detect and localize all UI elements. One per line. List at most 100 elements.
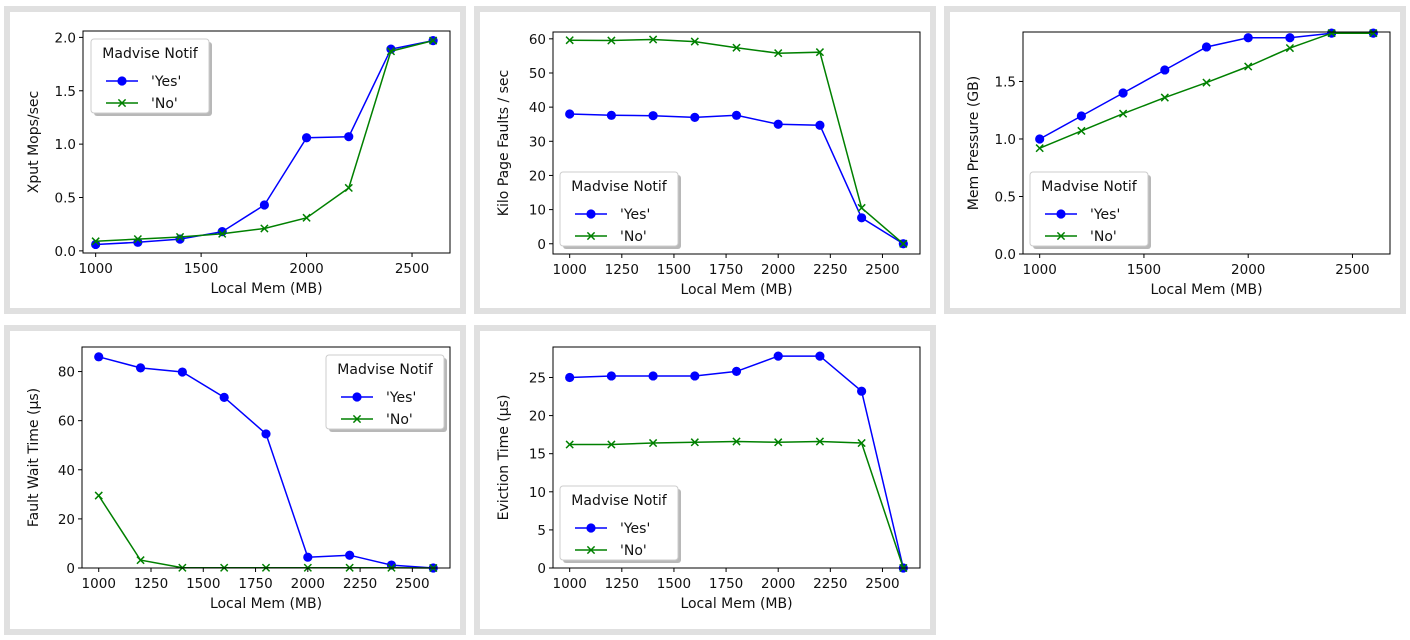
data-point-1-0 — [565, 440, 574, 449]
y-tick-label-2: 40 — [58, 463, 75, 479]
y-tick-label-4: 80 — [58, 365, 75, 381]
data-point-1-7 — [386, 47, 396, 56]
y-tick-label-4: 40 — [529, 100, 546, 116]
data-point-0-3 — [219, 392, 229, 402]
data-point-1-5 — [774, 438, 783, 447]
legend-marker-1 — [1056, 231, 1066, 241]
legend-marker-0 — [1056, 209, 1066, 219]
data-point-0-4 — [1201, 42, 1212, 52]
data-point-0-7 — [857, 386, 867, 396]
x-tick-label-4: 2000 — [761, 262, 795, 278]
y-tick-label-1: 20 — [58, 512, 75, 528]
data-point-1-4 — [732, 43, 741, 52]
legend: Madvise Notif 'Yes' 'No' — [559, 485, 681, 563]
y-tick-label-0: 0.0 — [55, 244, 76, 260]
data-point-0-1 — [1076, 111, 1086, 121]
data-point-0-3 — [690, 112, 700, 122]
y-axis-label: Mem Pressure (GB) — [966, 76, 982, 210]
x-tick-label-6: 2500 — [865, 576, 899, 592]
x-tick-label-5: 2250 — [343, 576, 377, 592]
data-point-0-1 — [135, 363, 146, 373]
y-tick-label-0: 0 — [537, 561, 546, 577]
axes-frame — [552, 31, 921, 255]
x-axis-label: Local Mem (MB) — [680, 596, 792, 612]
y-tick-label-3: 60 — [58, 414, 75, 430]
data-point-0-0 — [94, 352, 104, 362]
data-point-1-5 — [774, 49, 783, 58]
legend: Madvise Notif 'Yes' 'No' — [559, 171, 681, 249]
legend-title: Madvise Notif — [102, 46, 198, 62]
x-tick-label-2: 1500 — [186, 576, 220, 592]
y-tick-label-4: 20 — [529, 409, 546, 425]
chart-svg-throughput: 1000 1500 2000 2500 0.0 0.5 1.0 1.5 2.0 Local Mem… — [26, 30, 451, 297]
data-point-0-6 — [815, 351, 825, 361]
data-point-1-1 — [1077, 126, 1086, 136]
x-tick-label-4: 2000 — [761, 576, 795, 592]
legend: Madvise Notif 'Yes' 'No' — [325, 354, 447, 432]
data-point-0-0 — [1035, 134, 1045, 144]
x-tick-label-2: 2000 — [1231, 262, 1265, 278]
y-tick-label-1: 0.5 — [55, 191, 76, 207]
data-point-1-0 — [91, 237, 100, 246]
x-tick-label-0: 1000 — [553, 262, 587, 278]
data-point-0-1 — [606, 371, 616, 381]
y-tick-label-1: 5 — [537, 523, 546, 539]
data-point-0-6 — [815, 120, 825, 130]
data-point-1-1 — [607, 440, 616, 449]
data-point-1-5 — [302, 213, 311, 222]
data-point-1-6 — [815, 437, 825, 446]
data-point-1-4 — [1202, 78, 1211, 87]
data-point-1-3 — [218, 229, 227, 238]
data-point-0-3 — [1160, 65, 1170, 75]
data-point-0-4 — [731, 110, 742, 120]
y-tick-label-2: 10 — [529, 485, 546, 501]
x-tick-label-0: 1000 — [553, 576, 587, 592]
legend-title: Madvise Notif — [1041, 179, 1137, 195]
legend-marker-0 — [586, 209, 596, 219]
plot-series-group — [1035, 28, 1378, 153]
data-point-1-1 — [136, 556, 145, 565]
data-point-0-2 — [177, 367, 187, 377]
data-point-0-5 — [773, 351, 783, 361]
data-point-0-3 — [690, 371, 700, 381]
x-tick-label-5: 2250 — [813, 262, 847, 278]
data-point-0-5 — [1243, 33, 1253, 43]
plot-series-group — [565, 35, 908, 249]
y-axis-label: Kilo Page Faults / sec — [496, 70, 512, 216]
legend-label-1: 'No' — [151, 96, 178, 112]
y-tick-label-2: 20 — [529, 168, 546, 184]
legend-marker-1 — [586, 545, 596, 555]
legend-label-0: 'Yes' — [1090, 207, 1120, 223]
data-point-0-4 — [731, 366, 742, 376]
legend-box — [90, 38, 210, 114]
legend-marker-0 — [352, 392, 362, 402]
chart-svg-mem-pressure: 1000 1500 2000 2500 0.0 0.5 1.0 1.5 Local Mem (M… — [966, 28, 1391, 298]
x-tick-label-0: 1000 — [1023, 262, 1057, 278]
x-tick-label-1: 1250 — [134, 576, 168, 592]
x-tick-label-1: 1250 — [605, 576, 639, 592]
x-tick-label-3: 1750 — [709, 262, 743, 278]
legend-label-0: 'Yes' — [151, 74, 181, 90]
data-point-0-5 — [773, 119, 783, 129]
data-point-1-7 — [857, 438, 866, 448]
y-tick-label-2: 1.0 — [55, 137, 76, 153]
y-axis-label: Fault Wait Time (µs) — [26, 388, 42, 527]
y-tick-label-1: 10 — [529, 203, 546, 219]
axes-frame — [82, 30, 451, 254]
data-point-1-0 — [1035, 144, 1044, 153]
data-point-0-6 — [344, 132, 354, 142]
legend-box — [325, 354, 445, 430]
legend-label-1: 'No' — [620, 229, 647, 245]
data-point-1-8 — [899, 239, 908, 248]
data-point-1-3 — [690, 438, 699, 447]
data-point-0-1 — [606, 110, 616, 120]
x-tick-label-3: 1750 — [709, 576, 743, 592]
y-tick-label-0: 0 — [537, 237, 546, 253]
data-point-1-8 — [1369, 29, 1378, 38]
axes-frame — [81, 346, 451, 569]
legend-label-1: 'No' — [620, 543, 647, 559]
y-tick-label-5: 50 — [529, 66, 546, 82]
y-tick-label-6: 60 — [529, 32, 546, 48]
legend-marker-1 — [117, 98, 127, 108]
data-point-1-7 — [857, 203, 866, 213]
